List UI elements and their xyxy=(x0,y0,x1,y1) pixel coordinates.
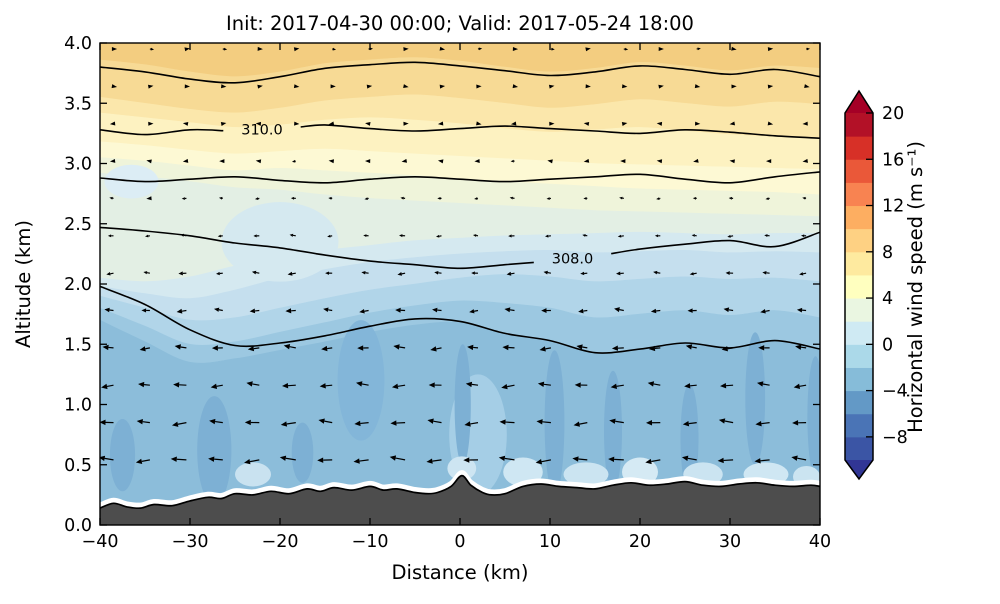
x-tick-label: 20 xyxy=(629,532,651,552)
colorbar-tick-label: 12 xyxy=(882,197,904,217)
x-axis-label: Distance (km) xyxy=(392,561,529,584)
y-tick-label: 0.5 xyxy=(64,456,92,476)
y-tick-label: 4.0 xyxy=(64,34,92,54)
y-tick-label: 3.5 xyxy=(64,94,92,114)
contour-line-label: 308.0 xyxy=(552,252,594,268)
x-tick-label: −10 xyxy=(352,532,389,552)
y-tick-label: 0.0 xyxy=(64,516,92,536)
colorbar-tick-label: 0 xyxy=(882,335,893,355)
x-tick-label: −30 xyxy=(172,532,209,552)
y-tick-label: 2.0 xyxy=(64,275,92,295)
x-tick-label: 30 xyxy=(719,532,741,552)
colorbar-label: Horizontal wind speed (m s⁻¹) xyxy=(904,141,927,433)
x-tick-label: 0 xyxy=(454,532,465,552)
colorbar-tick-label: 4 xyxy=(882,289,893,309)
contour-line-label: 310.0 xyxy=(241,123,283,139)
y-tick-label: 1.5 xyxy=(64,335,92,355)
colorbar-tick-label: 8 xyxy=(882,243,893,263)
y-tick-label: 2.5 xyxy=(64,215,92,235)
y-tick-label: 3.0 xyxy=(64,155,92,175)
x-tick-label: 10 xyxy=(539,532,561,552)
x-tick-label: −20 xyxy=(262,532,299,552)
colorbar-tick-label: 16 xyxy=(882,150,904,170)
x-tick-label: 40 xyxy=(809,532,831,552)
plot-title: Init: 2017-04-30 00:00; Valid: 2017-05-2… xyxy=(226,12,694,35)
y-axis-label: Altitude (km) xyxy=(12,220,35,348)
colorbar-tick-label: 20 xyxy=(882,104,904,124)
y-tick-label: 1.0 xyxy=(64,396,92,416)
